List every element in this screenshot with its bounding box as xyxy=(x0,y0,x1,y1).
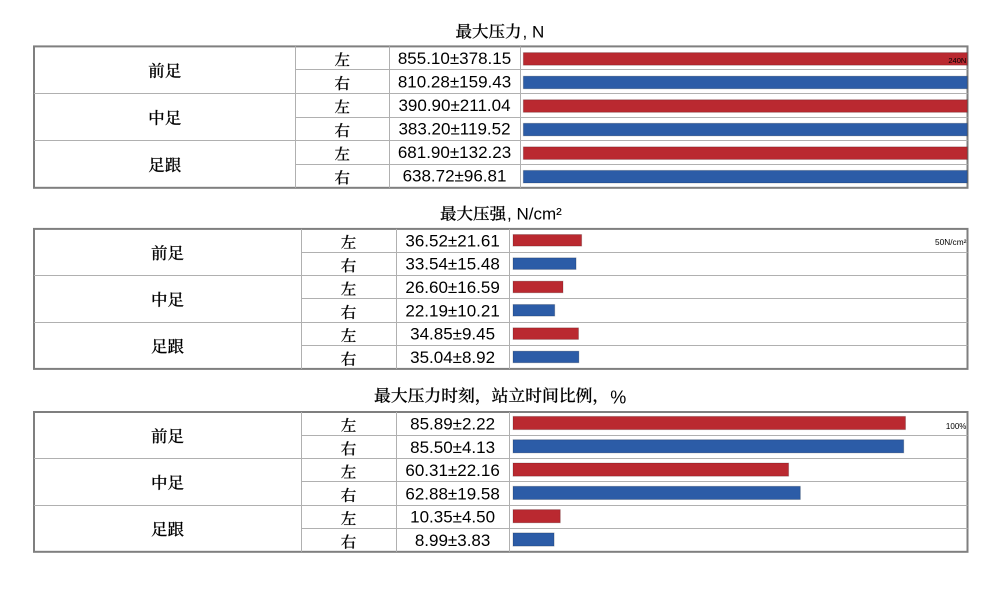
svg-text:390.90±211.04: 390.90±211.04 xyxy=(398,96,510,115)
svg-text:383.20±119.52: 383.20±119.52 xyxy=(398,120,510,139)
svg-text:810.28±159.43: 810.28±159.43 xyxy=(398,73,511,92)
svg-text:240N: 240N xyxy=(948,56,966,65)
svg-text:638.72±96.81: 638.72±96.81 xyxy=(403,167,507,186)
svg-text:35.04±8.92: 35.04±8.92 xyxy=(410,348,495,367)
svg-text:%: % xyxy=(610,387,626,407)
svg-text:33.54±15.48: 33.54±15.48 xyxy=(405,255,499,274)
svg-text:22.19±10.21: 22.19±10.21 xyxy=(405,301,499,320)
svg-text:, N: , N xyxy=(523,22,545,41)
svg-text:62.88±19.58: 62.88±19.58 xyxy=(405,484,499,503)
svg-text:855.10±378.15: 855.10±378.15 xyxy=(398,49,511,68)
svg-text:8.99±3.83: 8.99±3.83 xyxy=(415,531,491,550)
svg-text:34.85±9.45: 34.85±9.45 xyxy=(410,325,495,344)
svg-text:85.50±4.13: 85.50±4.13 xyxy=(410,438,495,457)
svg-text:100%: 100% xyxy=(946,422,966,431)
svg-text:681.90±132.23: 681.90±132.23 xyxy=(398,143,511,162)
svg-text:60.31±22.16: 60.31±22.16 xyxy=(405,461,499,480)
svg-text:85.89±2.22: 85.89±2.22 xyxy=(410,415,495,434)
svg-text:36.52±21.61: 36.52±21.61 xyxy=(405,231,499,250)
svg-text:50N/cm²: 50N/cm² xyxy=(935,237,967,247)
svg-text:10.35±4.50: 10.35±4.50 xyxy=(410,508,495,527)
svg-text:, N/cm²: , N/cm² xyxy=(507,205,562,224)
svg-text:26.60±16.59: 26.60±16.59 xyxy=(405,278,499,297)
